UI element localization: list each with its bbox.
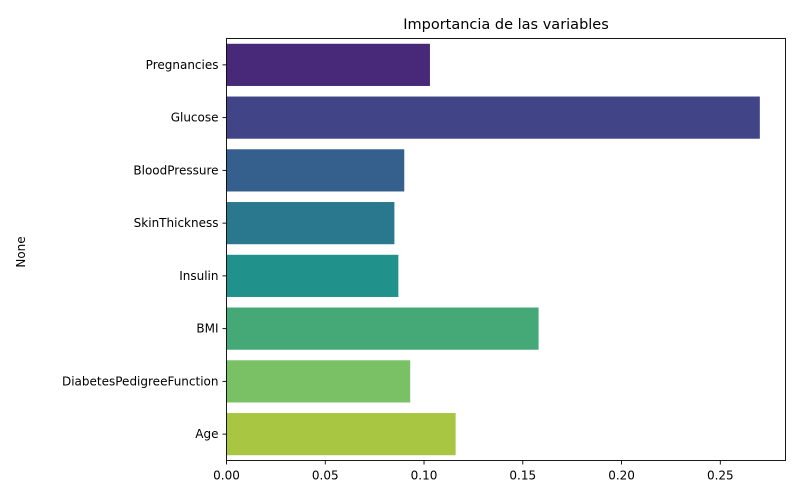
y-tick-label-bloodpressure: BloodPressure	[133, 163, 218, 177]
y-tick-label-diabetespedigreefunction: DiabetesPedigreeFunction	[62, 374, 219, 388]
y-tick-label-glucose: Glucose	[171, 111, 219, 125]
x-ticks-group: 0.00 0.05 0.10 0.15 0.20 0.25	[213, 460, 734, 483]
bars-group	[226, 43, 760, 456]
x-tick-label-5: 0.25	[707, 469, 734, 483]
y-tick-label-bmi: BMI	[196, 322, 218, 336]
y-ticks-group: Pregnancies Glucose BloodPressure SkinThick…	[62, 58, 227, 441]
plot-frame	[226, 38, 786, 461]
bar-skinthickness	[226, 202, 395, 245]
bar-age	[226, 413, 456, 456]
x-tick-label-0: 0.00	[213, 469, 240, 483]
bar-insulin	[226, 254, 399, 297]
x-tick-label-1: 0.05	[312, 469, 339, 483]
y-tick-label-age: Age	[195, 427, 218, 441]
x-tick-label-3: 0.15	[509, 469, 536, 483]
y-tick-label-insulin: Insulin	[179, 269, 218, 283]
y-tick-label-pregnancies: Pregnancies	[146, 58, 219, 72]
bar-bloodpressure	[226, 149, 405, 192]
bar-diabetespedigreefunction	[226, 360, 411, 403]
bar-glucose	[226, 96, 760, 139]
chart-title: Importancia de las variables	[403, 17, 609, 33]
bar-pregnancies	[226, 43, 430, 86]
x-tick-label-4: 0.20	[608, 469, 635, 483]
y-axis-label: None	[14, 236, 28, 267]
x-tick-label-2: 0.10	[411, 469, 438, 483]
bar-bmi	[226, 307, 539, 350]
y-tick-label-skinthickness: SkinThickness	[134, 216, 219, 230]
